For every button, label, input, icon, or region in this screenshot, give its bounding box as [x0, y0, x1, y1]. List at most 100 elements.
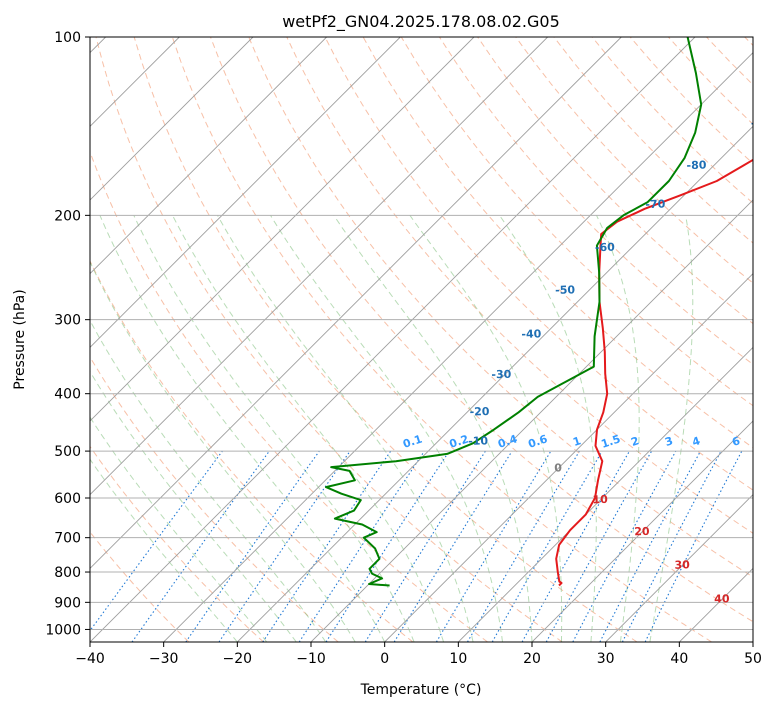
x-axis-title: Temperature (°C): [360, 682, 482, 698]
isotherm-line: [531, 420, 753, 642]
x-tick-label: −10: [296, 651, 326, 667]
isotherm-label: 0: [554, 461, 562, 474]
isotherm-label: 40: [714, 592, 730, 605]
x-tick-label: 40: [670, 651, 688, 667]
isotherm-line: [90, 37, 254, 201]
dry-adiabat-label: -30: [491, 368, 512, 382]
y-tick-label: 800: [54, 565, 81, 581]
mixing-ratio-label: 1: [571, 434, 582, 449]
x-tick-label: 30: [597, 651, 615, 667]
x-tick-label: −20: [223, 651, 253, 667]
dry-adiabat-line: [90, 259, 414, 642]
y-tick-label: 400: [54, 387, 81, 403]
moist-adiabat-line: [172, 215, 445, 642]
x-tick-label: 50: [744, 651, 762, 667]
plot-frame: [89, 36, 754, 643]
mixing-ratio-label: 0.2: [448, 432, 471, 450]
moist-adiabat-line: [217, 215, 474, 642]
dry-adiabat-line: [515, 37, 753, 284]
mixing-ratio-label: 6: [730, 434, 742, 449]
isotherm-line: [384, 273, 753, 642]
x-tick-label: −30: [149, 651, 179, 667]
dry-adiabat-label: -10: [468, 434, 489, 448]
mixing-ratio-label: 1.5: [599, 432, 622, 450]
isotherm-line: [90, 37, 401, 348]
moist-adiabat-line: [133, 215, 415, 642]
plot-background: [90, 37, 753, 642]
dry-adiabat-line: [90, 356, 339, 642]
dry-adiabat-line: [90, 445, 264, 642]
y-tick-label: 100: [54, 30, 81, 46]
dry-adiabat-line: [210, 37, 753, 623]
y-tick-label: 900: [54, 595, 81, 611]
mixing-ratio-line: [393, 450, 513, 642]
mixing-ratio-label: 0.4: [496, 432, 519, 450]
dry-adiabat-line: [95, 37, 563, 642]
mixing-ratio-line: [644, 450, 743, 642]
x-tick-label: 10: [449, 651, 467, 667]
line-labels: -100-90-80-70-60-50-40-30-20-100.10.20.4…: [401, 116, 772, 605]
moist-adiabat-line: [99, 215, 386, 642]
isotherm-label: 20: [634, 525, 650, 538]
mixing-ratio-line: [298, 450, 425, 642]
y-tick-label: 500: [54, 444, 81, 460]
isotherm-line: [90, 37, 327, 275]
x-tick-label: 20: [523, 651, 541, 667]
isotherm-line: [605, 494, 753, 642]
dry-adiabat-label: -60: [595, 241, 616, 255]
mixing-ratio-label: 8: [759, 434, 770, 449]
dry-adiabat-label: -50: [555, 283, 576, 297]
y-axis-title: Pressure (hPa): [12, 289, 28, 389]
mixing-ratio-line: [185, 450, 320, 642]
mixing-ratio-line: [521, 450, 630, 642]
y-axis: 100 200 300 400 500 600 700 800 900 1000: [45, 30, 90, 638]
grid: [90, 37, 753, 642]
moist-adiabat-line: [90, 416, 268, 642]
mixing-ratio-line: [218, 450, 351, 642]
moist-adiabat-line: [90, 319, 327, 642]
y-tick-label: 200: [54, 208, 81, 224]
mixing-ratio-line: [545, 450, 653, 642]
dry-adiabat-label: -90: [751, 116, 772, 130]
isotherm-line: [752, 641, 753, 642]
dry-adiabat-line: [324, 37, 753, 491]
dry-adiabat-label: -80: [686, 159, 707, 173]
x-axis: −40 −30 −20 −10 0 10 20 30 40 50: [75, 642, 762, 667]
isotherm-line: [237, 125, 753, 642]
mixing-ratio-label: 0.1: [401, 432, 424, 450]
moist-adiabat-line: [596, 215, 640, 642]
dry-adiabat-label: -20: [469, 405, 490, 419]
profiles: [325, 37, 753, 587]
moist-adiabat-line: [90, 260, 356, 642]
isotherm-line: [310, 199, 753, 642]
x-tick-label: −40: [75, 651, 105, 667]
background-lines: [90, 37, 753, 642]
dry-adiabat-label: -40: [521, 327, 542, 341]
isotherm-label: 10: [592, 493, 608, 506]
mixing-ratio-line: [90, 450, 223, 632]
moist-adiabat-line: [333, 215, 533, 642]
isotherm-label: 30: [674, 558, 690, 571]
mixing-ratio-line: [325, 450, 450, 642]
moist-adiabat-line: [409, 215, 563, 642]
y-tick-label: 700: [54, 531, 81, 547]
moist-adiabat-line: [90, 370, 297, 642]
x-tick-label: 0: [380, 651, 389, 667]
temperature-profile-line: [555, 158, 753, 587]
mixing-ratio-line: [262, 450, 392, 642]
y-tick-label: 600: [54, 491, 81, 507]
mixing-ratio-line: [572, 450, 677, 642]
dry-adiabat-line: [171, 37, 712, 642]
moist-adiabat-line: [270, 215, 503, 642]
moist-adiabat-line: [90, 458, 238, 642]
dry-adiabat-line: [248, 37, 753, 578]
isotherm-line: [90, 37, 475, 422]
dewpoint-profile-line: [325, 37, 703, 587]
mixing-ratio-line: [131, 450, 270, 642]
mixing-ratio-label: 3: [663, 434, 674, 449]
y-tick-label: 300: [54, 313, 81, 329]
y-tick-label: 1000: [45, 622, 81, 638]
isotherm-line: [90, 37, 622, 569]
mixing-ratio-label: 2: [629, 434, 640, 449]
